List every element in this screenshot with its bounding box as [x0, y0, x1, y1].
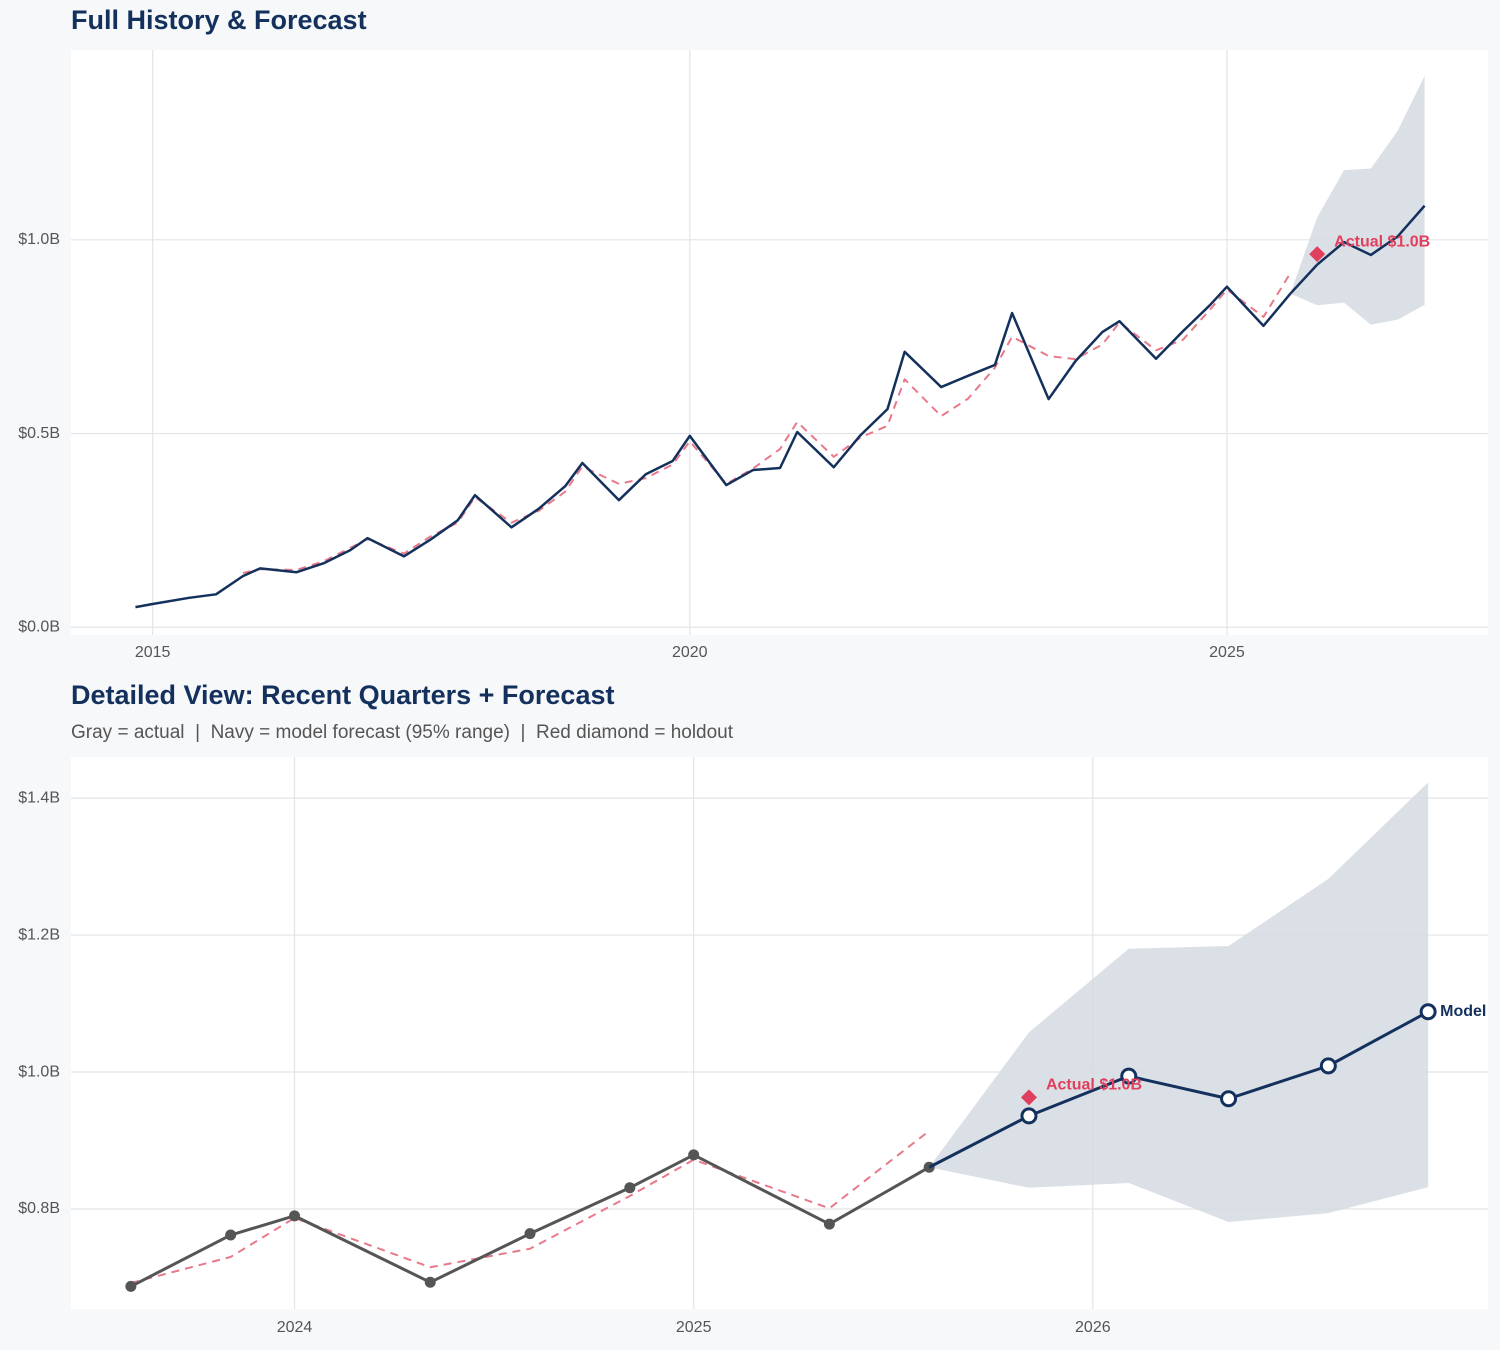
fitted-line	[130, 1130, 930, 1284]
plot-area	[71, 50, 1488, 635]
y-tick-label: $1.0B	[18, 1063, 60, 1080]
holdout-marker	[1309, 246, 1326, 263]
forecast-range	[929, 782, 1429, 1223]
x-tick-label: 2026	[1075, 1319, 1111, 1336]
point-marker	[225, 1229, 237, 1241]
series-end-label: Model	[1440, 1003, 1486, 1020]
holdout-marker	[1020, 1089, 1037, 1106]
point-marker	[1319, 1057, 1337, 1075]
y-tick-label: $1.4B	[18, 789, 60, 806]
x-tick-label: 2025	[1209, 644, 1245, 661]
point-marker	[524, 1228, 536, 1240]
fitted-line	[242, 272, 1292, 574]
point-marker	[424, 1276, 436, 1288]
point-marker	[688, 1149, 700, 1161]
point-marker	[1120, 1067, 1138, 1085]
series-line	[1316, 204, 1426, 266]
series-connector	[928, 1114, 1030, 1169]
x-tick-label: 2020	[672, 644, 708, 661]
forecast-range	[1290, 75, 1425, 325]
y-tick-label: $0.8B	[18, 1200, 60, 1217]
x-tick-label: 2025	[676, 1319, 712, 1336]
holdout-label: Actual $1.0B	[1046, 1077, 1142, 1094]
y-tick-label: $0.5B	[18, 425, 60, 442]
x-tick-label: 2015	[135, 644, 171, 661]
chart-subtitle: Gray = actual | Navy = model forecast (9…	[71, 722, 734, 743]
y-tick-label: $0.0B	[18, 618, 60, 635]
x-tick-label: 2024	[277, 1319, 313, 1336]
series-connector	[1289, 263, 1319, 295]
point-marker	[125, 1280, 137, 1292]
y-tick-label: $1.2B	[18, 926, 60, 943]
point-marker	[1220, 1090, 1238, 1108]
chart-title: Detailed View: Recent Quarters + Forecas…	[71, 680, 614, 710]
point-marker	[1419, 1003, 1437, 1021]
y-tick-label: $1.0B	[18, 231, 60, 248]
point-marker	[289, 1210, 301, 1222]
point-marker	[624, 1182, 636, 1194]
holdout-label: Actual $1.0B	[1334, 233, 1430, 250]
point-marker	[823, 1218, 835, 1230]
point-marker	[1020, 1107, 1038, 1125]
chart-title: Full History & Forecast	[71, 5, 367, 35]
series-line	[135, 285, 1292, 609]
